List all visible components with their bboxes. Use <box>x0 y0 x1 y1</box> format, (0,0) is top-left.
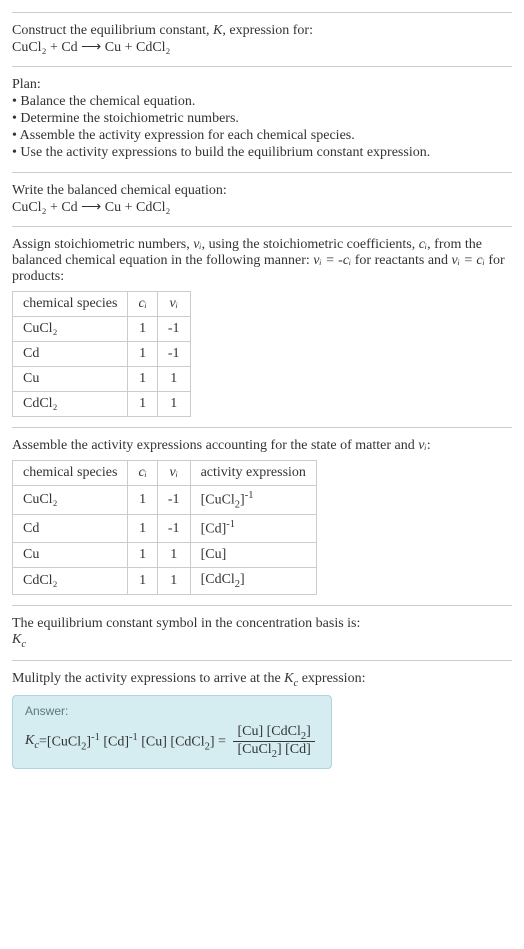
cell-sp: Cd <box>13 342 128 367</box>
cell-activity: [Cd]-1 <box>190 515 316 543</box>
cell-sp: CuCl₂ <box>13 486 128 515</box>
th-ni: νᵢ <box>157 461 190 486</box>
th-species: chemical species <box>13 292 128 317</box>
answer-kc: Kc <box>25 733 39 751</box>
mk: K <box>284 671 293 686</box>
cell-sp: Cd <box>13 515 128 543</box>
intro-prefix: Construct the equilibrium constant, <box>12 23 213 38</box>
cell-sp: CdCl₂ <box>13 392 128 417</box>
plan-bullets: • Balance the chemical equation. • Deter… <box>12 94 512 161</box>
intro-suffix: , expression for: <box>222 23 313 38</box>
plan-b4: • Use the activity expressions to build … <box>12 145 512 161</box>
answer-label: Answer: <box>25 704 319 718</box>
expr-part: [CuCl2]-1 [Cd]-1 [Cu] [CdCl2] <box>47 732 215 752</box>
assemble-b: : <box>427 438 431 453</box>
balanced-section: Write the balanced chemical equation: Cu… <box>12 172 512 226</box>
cell-c: 1 <box>128 486 157 515</box>
fraction: [Cu] [CdCl2] [CuCl2] [Cd] <box>233 724 314 761</box>
table-header-row: chemical species cᵢ νᵢ activity expressi… <box>13 461 317 486</box>
intro-K: K <box>213 23 222 38</box>
fraction-den: [CuCl2] [Cd] <box>233 742 314 760</box>
kc-basis-text: The equilibrium constant symbol in the c… <box>12 616 512 632</box>
cell-n: 1 <box>157 543 190 568</box>
eq-sign: = <box>39 734 47 750</box>
cell-c: 1 <box>128 342 157 367</box>
table-row: Cd 1 -1 <box>13 342 191 367</box>
cell-n: 1 <box>157 392 190 417</box>
cell-c: 1 <box>128 317 157 342</box>
kc-symbol: Kc <box>12 632 512 650</box>
balanced-equation: CuCl₂ + Cd ⟶ Cu + CdCl₂ <box>12 199 512 216</box>
th-ci: cᵢ <box>128 292 157 317</box>
balanced-title: Write the balanced chemical equation: <box>12 183 512 199</box>
cell-sp: Cu <box>13 543 128 568</box>
plan-b2: • Determine the stoichiometric numbers. <box>12 111 512 127</box>
table-row: CdCl₂ 1 1 <box>13 392 191 417</box>
fraction-num: [Cu] [CdCl2] <box>233 724 314 743</box>
th-ci: cᵢ <box>128 461 157 486</box>
cell-activity: [Cu] <box>190 543 316 568</box>
assign-text: Assign stoichiometric numbers, νᵢ, using… <box>12 237 512 285</box>
cell-n: -1 <box>157 317 190 342</box>
assign-rel2: νᵢ = cᵢ <box>452 253 485 268</box>
assign-a: Assign stoichiometric numbers, <box>12 237 193 252</box>
cell-n: -1 <box>157 486 190 515</box>
table-row: CdCl₂ 1 1 [CdCl2] <box>13 568 317 595</box>
table-row: Cd 1 -1 [Cd]-1 <box>13 515 317 543</box>
th-species: chemical species <box>13 461 128 486</box>
table-row: Cu 1 1 [Cu] <box>13 543 317 568</box>
cell-c: 1 <box>128 367 157 392</box>
assemble-nu: νᵢ <box>418 438 426 453</box>
intro-section: Construct the equilibrium constant, K, e… <box>12 12 512 66</box>
eq-sign2: = <box>215 734 230 750</box>
table-row: Cu 1 1 <box>13 367 191 392</box>
multiply-a: Mulitply the activity expressions to arr… <box>12 671 284 686</box>
kc-sub: c <box>21 639 26 650</box>
plan-b3: • Assemble the activity expression for e… <box>12 128 512 144</box>
cell-activity: [CdCl2] <box>190 568 316 595</box>
plan-b1: • Balance the chemical equation. <box>12 94 512 110</box>
assign-c: cᵢ <box>419 237 427 252</box>
table-row: CuCl₂ 1 -1 <box>13 317 191 342</box>
multiply-K: Kc <box>284 671 298 686</box>
intro-equation: CuCl₂ + Cd ⟶ Cu + CdCl₂ <box>12 39 512 56</box>
cell-c: 1 <box>128 515 157 543</box>
cell-c: 1 <box>128 543 157 568</box>
cell-sp: Cu <box>13 367 128 392</box>
answer-box: Answer: Kc = [CuCl2]-1 [Cd]-1 [Cu] [CdCl… <box>12 695 332 770</box>
kc-K: K <box>12 632 21 647</box>
assign-d: for reactants and <box>351 253 451 268</box>
plan-section: Plan: • Balance the chemical equation. •… <box>12 66 512 172</box>
stoich-table: chemical species cᵢ νᵢ CuCl₂ 1 -1 Cd 1 -… <box>12 291 191 417</box>
assign-nu: νᵢ <box>193 237 201 252</box>
assign-rel1: νᵢ = -cᵢ <box>313 253 351 268</box>
assemble-a: Assemble the activity expressions accoun… <box>12 438 418 453</box>
ak: K <box>25 733 34 748</box>
cell-sp: CdCl₂ <box>13 568 128 595</box>
cell-n: 1 <box>157 367 190 392</box>
answer-equation: Kc = [CuCl2]-1 [Cd]-1 [Cu] [CdCl2] = [Cu… <box>25 724 319 761</box>
assign-b: , using the stoichiometric coefficients, <box>202 237 419 252</box>
plan-title: Plan: <box>12 77 512 93</box>
cell-c: 1 <box>128 568 157 595</box>
multiply-b: expression: <box>298 671 365 686</box>
activity-table: chemical species cᵢ νᵢ activity expressi… <box>12 460 317 595</box>
cell-sp: CuCl₂ <box>13 317 128 342</box>
cell-n: 1 <box>157 568 190 595</box>
cell-c: 1 <box>128 392 157 417</box>
multiply-section: Mulitply the activity expressions to arr… <box>12 660 512 779</box>
assemble-section: Assemble the activity expressions accoun… <box>12 427 512 605</box>
table-header-row: chemical species cᵢ νᵢ <box>13 292 191 317</box>
kc-basis-section: The equilibrium constant symbol in the c… <box>12 605 512 660</box>
cell-n: -1 <box>157 342 190 367</box>
table-row: CuCl₂ 1 -1 [CuCl2]-1 <box>13 486 317 515</box>
multiply-text: Mulitply the activity expressions to arr… <box>12 671 512 689</box>
th-activity: activity expression <box>190 461 316 486</box>
assign-section: Assign stoichiometric numbers, νᵢ, using… <box>12 226 512 427</box>
th-ni: νᵢ <box>157 292 190 317</box>
cell-n: -1 <box>157 515 190 543</box>
assemble-text: Assemble the activity expressions accoun… <box>12 438 512 454</box>
intro-line: Construct the equilibrium constant, K, e… <box>12 23 512 39</box>
cell-activity: [CuCl2]-1 <box>190 486 316 515</box>
